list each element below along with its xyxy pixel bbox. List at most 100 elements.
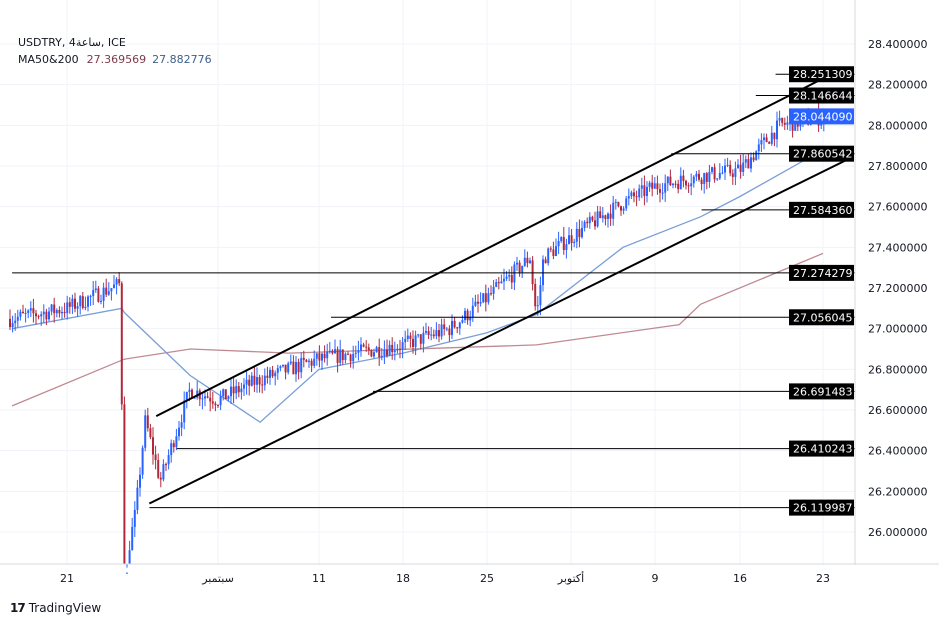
tradingview-logo-icon: 17 — [10, 601, 26, 615]
candle-body — [659, 189, 661, 193]
candle-body — [24, 313, 27, 315]
candle-body — [61, 311, 63, 314]
candle-body — [755, 151, 758, 161]
candle-body — [469, 316, 472, 321]
channel-lines[interactable] — [148, 75, 848, 505]
candle-body — [664, 183, 667, 193]
candle-body — [721, 172, 724, 174]
candle-body — [191, 389, 193, 398]
y-tick-label: 27.800000 — [868, 160, 928, 173]
level-price-label-bg — [789, 440, 854, 457]
candle-body — [705, 173, 708, 182]
candle-body — [110, 288, 113, 292]
ma-legend[interactable]: MA50&200 27.369569 27.882776 — [18, 51, 212, 68]
candle-body — [466, 310, 469, 321]
candle-body — [204, 396, 206, 399]
candle-body — [435, 330, 438, 337]
candle-body — [440, 324, 443, 337]
candle-body — [763, 137, 765, 141]
candle-body — [354, 352, 357, 354]
candle-body — [739, 164, 742, 172]
candle-body — [399, 348, 401, 350]
candle-body — [55, 309, 58, 314]
candle-body — [474, 301, 477, 306]
candle-body — [375, 347, 378, 353]
tradingview-logo[interactable]: 17 TradingView — [10, 601, 101, 615]
candle-body — [487, 293, 490, 303]
candle-body — [633, 192, 635, 197]
candle-body — [79, 296, 82, 307]
candle-body — [230, 386, 232, 397]
candle-body — [131, 526, 134, 551]
grid — [0, 0, 855, 564]
candle-body — [105, 287, 108, 295]
candle-body — [526, 257, 529, 264]
candle-body — [370, 349, 373, 357]
candle-body — [224, 389, 227, 400]
level-price-label: 27.860542 — [793, 148, 853, 161]
candle-body — [162, 464, 165, 480]
candle-body — [19, 311, 22, 317]
candle-body — [731, 173, 734, 177]
candle-body — [188, 389, 191, 392]
candle-body — [555, 246, 557, 257]
candle-body — [552, 249, 555, 257]
candle-body — [279, 366, 282, 369]
candle-body — [107, 291, 110, 295]
candle-body — [248, 379, 251, 386]
candle-body — [245, 379, 248, 385]
candle-body — [97, 288, 100, 302]
candle-body — [63, 311, 66, 314]
candle-body — [243, 384, 245, 389]
x-tick-label: 16 — [733, 572, 747, 585]
candle-body — [183, 400, 186, 423]
symbol-title[interactable]: USDTRY, 4ساعة, ICE — [18, 36, 126, 49]
candle-body — [490, 293, 492, 295]
candle-body — [661, 192, 664, 194]
candle-body — [648, 182, 651, 187]
candle-body — [178, 427, 180, 437]
last-price-label-bg — [789, 108, 854, 125]
candle-body — [276, 368, 279, 373]
candle-body — [157, 460, 160, 478]
candle-body — [604, 215, 607, 219]
candle-body — [74, 298, 76, 309]
level-price-label: 26.410243 — [793, 443, 853, 456]
candle-body — [318, 353, 321, 361]
x-tick-label: 9 — [652, 572, 659, 585]
ma200-line — [11, 252, 824, 407]
level-price-label-bg — [789, 309, 854, 326]
candle-body — [154, 454, 157, 461]
level-price-label-bg — [789, 264, 854, 281]
candle-body — [29, 308, 32, 311]
horizontal-levels[interactable] — [12, 73, 855, 509]
candle-body — [430, 334, 433, 336]
level-price-label: 27.274279 — [793, 267, 853, 280]
candle-body — [417, 334, 420, 336]
candle-body — [427, 331, 430, 336]
candle-body — [115, 279, 118, 285]
candle-body — [269, 369, 271, 378]
candle-body — [672, 183, 674, 186]
candle-body — [196, 390, 199, 398]
candle-body — [529, 260, 531, 264]
candle-body — [438, 330, 440, 337]
level-price-label: 26.119987 — [793, 502, 853, 515]
candle-body — [565, 244, 568, 250]
y-tick-label: 28.200000 — [868, 79, 928, 92]
candle-body — [687, 185, 690, 187]
candle-body — [167, 455, 170, 465]
candle-body — [128, 550, 131, 564]
candle-body — [201, 398, 204, 400]
candle-body — [256, 377, 258, 385]
price-axis[interactable] — [855, 0, 939, 565]
candle-body — [386, 349, 388, 356]
candle-body — [601, 215, 604, 219]
ma200-value: 27.882776 — [152, 53, 212, 66]
candle-body — [50, 304, 53, 312]
candle-body — [126, 572, 128, 574]
candle-body — [81, 296, 84, 308]
candle-body — [253, 375, 256, 385]
candle-body — [120, 283, 123, 405]
